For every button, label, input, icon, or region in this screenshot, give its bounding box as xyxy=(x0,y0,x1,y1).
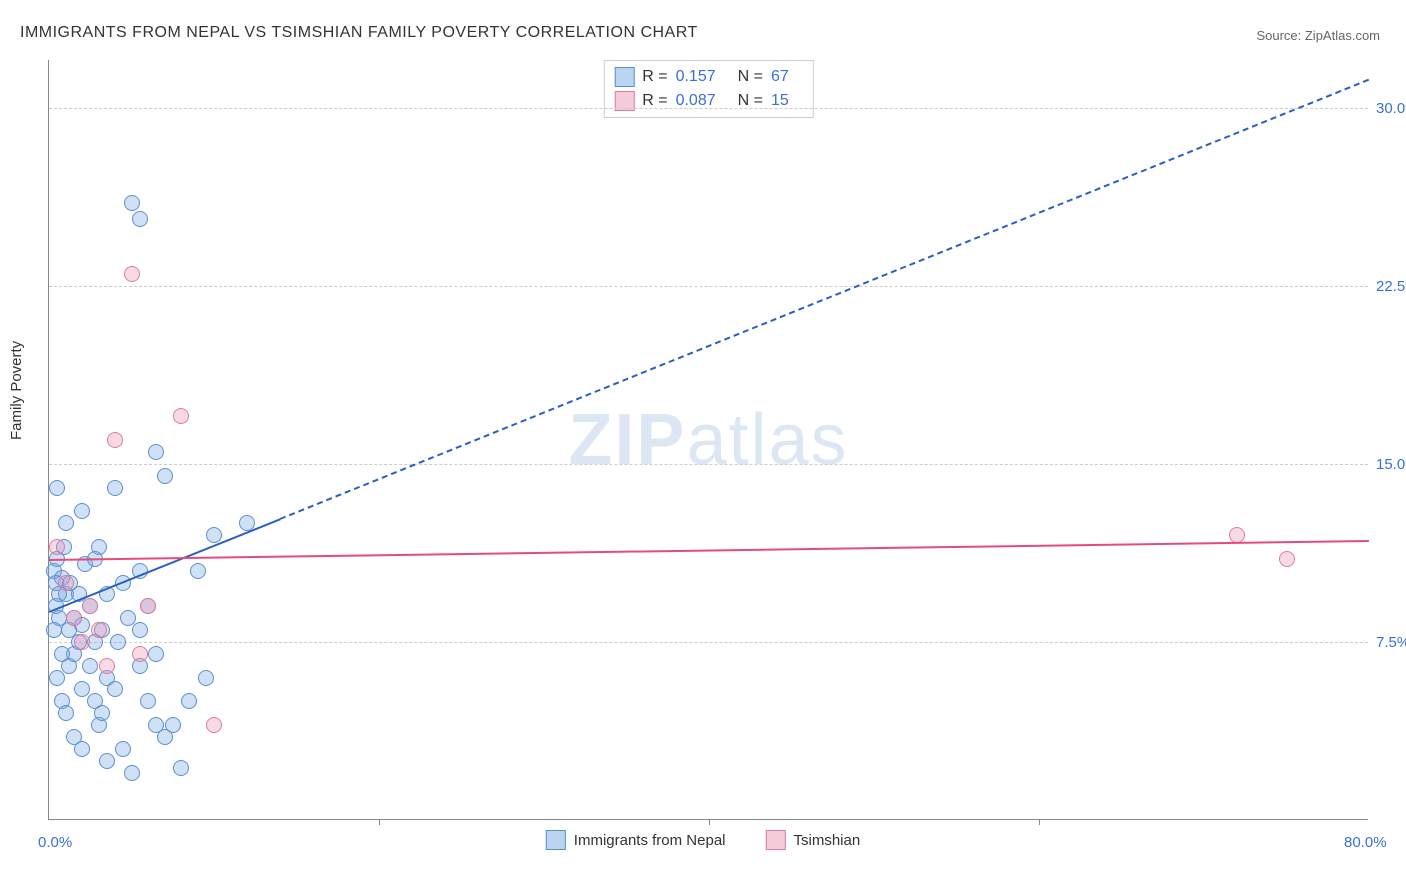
gridline-h xyxy=(49,286,1368,287)
scatter-point xyxy=(132,646,148,662)
rn-n-value: 67 xyxy=(771,68,789,86)
scatter-point xyxy=(120,610,136,626)
rn-n-label: N = xyxy=(738,68,763,86)
y-tick-label: 30.0% xyxy=(1376,100,1406,117)
rn-legend-row: R = 0.157 N = 67 xyxy=(614,65,803,89)
trend-line xyxy=(49,540,1369,561)
legend-label: Immigrants from Nepal xyxy=(574,832,726,849)
scatter-point xyxy=(165,717,181,733)
scatter-point xyxy=(58,575,74,591)
scatter-point xyxy=(140,693,156,709)
gridline-h xyxy=(49,464,1368,465)
scatter-point xyxy=(107,681,123,697)
scatter-point xyxy=(124,195,140,211)
x-tick-label-right: 80.0% xyxy=(1344,834,1387,851)
scatter-point xyxy=(66,610,82,626)
trend-line xyxy=(280,79,1370,520)
scatter-point xyxy=(140,598,156,614)
scatter-point xyxy=(115,741,131,757)
scatter-point xyxy=(132,622,148,638)
scatter-point xyxy=(58,705,74,721)
gridline-h xyxy=(49,642,1368,643)
scatter-point xyxy=(107,432,123,448)
scatter-point xyxy=(49,480,65,496)
rn-r-value: 0.157 xyxy=(676,68,716,86)
rn-legend-row: R =0.087N =15 xyxy=(614,89,803,113)
scatter-point xyxy=(132,211,148,227)
gridline-h xyxy=(49,108,1368,109)
watermark: ZIPatlas xyxy=(568,399,848,481)
scatter-point xyxy=(110,634,126,650)
y-axis-label: Family Poverty xyxy=(8,341,25,440)
scatter-point xyxy=(148,444,164,460)
scatter-point xyxy=(74,741,90,757)
legend-label: Tsimshian xyxy=(794,832,861,849)
scatter-point xyxy=(91,622,107,638)
legend-swatch xyxy=(766,830,786,850)
x-tick xyxy=(709,819,710,825)
source-label: Source: ZipAtlas.com xyxy=(1256,28,1380,43)
scatter-point xyxy=(198,670,214,686)
series-legend: Immigrants from Nepal Tsimshian xyxy=(546,830,860,850)
scatter-point xyxy=(148,717,164,733)
scatter-point xyxy=(94,705,110,721)
x-tick-label-left: 0.0% xyxy=(38,834,72,851)
legend-item: Immigrants from Nepal xyxy=(546,830,726,850)
scatter-point xyxy=(99,753,115,769)
scatter-point xyxy=(46,622,62,638)
scatter-point xyxy=(74,503,90,519)
scatter-point xyxy=(173,408,189,424)
scatter-point xyxy=(1229,527,1245,543)
scatter-point xyxy=(148,646,164,662)
x-tick xyxy=(379,819,380,825)
scatter-point xyxy=(49,670,65,686)
scatter-point xyxy=(190,563,206,579)
y-tick-label: 7.5% xyxy=(1376,634,1406,651)
scatter-point xyxy=(99,658,115,674)
scatter-point xyxy=(74,634,90,650)
scatter-point xyxy=(181,693,197,709)
scatter-point xyxy=(1279,551,1295,567)
scatter-point xyxy=(206,527,222,543)
page-title: IMMIGRANTS FROM NEPAL VS TSIMSHIAN FAMIL… xyxy=(20,24,698,42)
scatter-point xyxy=(157,468,173,484)
y-tick-label: 15.0% xyxy=(1376,456,1406,473)
scatter-point xyxy=(74,681,90,697)
scatter-point xyxy=(107,480,123,496)
scatter-point xyxy=(124,765,140,781)
y-tick-label: 22.5% xyxy=(1376,278,1406,295)
legend-swatch xyxy=(546,830,566,850)
scatter-point xyxy=(82,658,98,674)
correlation-legend: R = 0.157 N = 67 R =0.087N =15 xyxy=(603,60,814,118)
scatter-point xyxy=(58,515,74,531)
scatter-point xyxy=(206,717,222,733)
chart-plot-area: ZIPatlas R = 0.157 N = 67 R =0.087N =15 xyxy=(48,60,1368,820)
legend-swatch xyxy=(614,67,634,87)
scatter-point xyxy=(49,539,65,555)
x-tick xyxy=(1039,819,1040,825)
legend-item: Tsimshian xyxy=(766,830,861,850)
watermark-bold: ZIP xyxy=(568,400,686,480)
scatter-point xyxy=(124,266,140,282)
rn-r-label: R = xyxy=(642,68,667,86)
scatter-point xyxy=(82,598,98,614)
scatter-point xyxy=(173,760,189,776)
watermark-rest: atlas xyxy=(686,400,848,480)
